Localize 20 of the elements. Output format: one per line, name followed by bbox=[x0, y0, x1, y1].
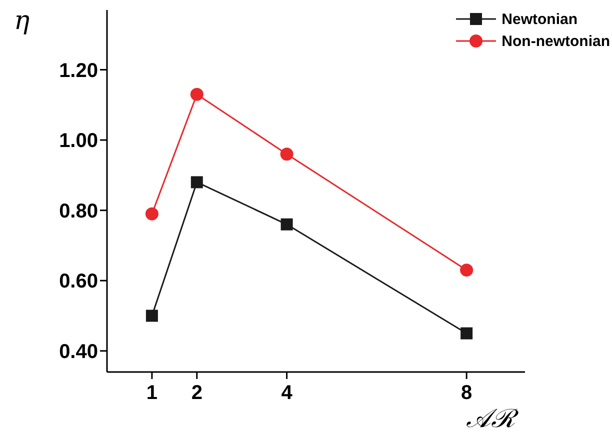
point bbox=[280, 148, 294, 161]
legend-label: Non-newtonian bbox=[502, 32, 610, 50]
y-tick-label: 0.80 bbox=[59, 200, 98, 222]
point bbox=[190, 176, 203, 188]
x-tick-label: 8 bbox=[461, 382, 472, 404]
y-tick-label: 1.20 bbox=[59, 60, 98, 82]
point bbox=[460, 264, 474, 277]
y-tick-label: 0.60 bbox=[59, 270, 98, 293]
legend-label: Newtonian bbox=[502, 10, 578, 28]
x-tick-label: 1 bbox=[146, 382, 158, 404]
x-tick-label: 2 bbox=[191, 382, 202, 404]
point bbox=[190, 88, 204, 101]
y-tick-label: 1.00 bbox=[59, 130, 98, 152]
y-axis-title: η bbox=[14, 6, 30, 36]
y-tick-label: 0.40 bbox=[59, 341, 98, 364]
point bbox=[460, 327, 473, 340]
point bbox=[280, 218, 293, 230]
x-tick-label: 4 bbox=[281, 382, 294, 404]
point bbox=[145, 207, 158, 220]
point bbox=[146, 310, 158, 322]
